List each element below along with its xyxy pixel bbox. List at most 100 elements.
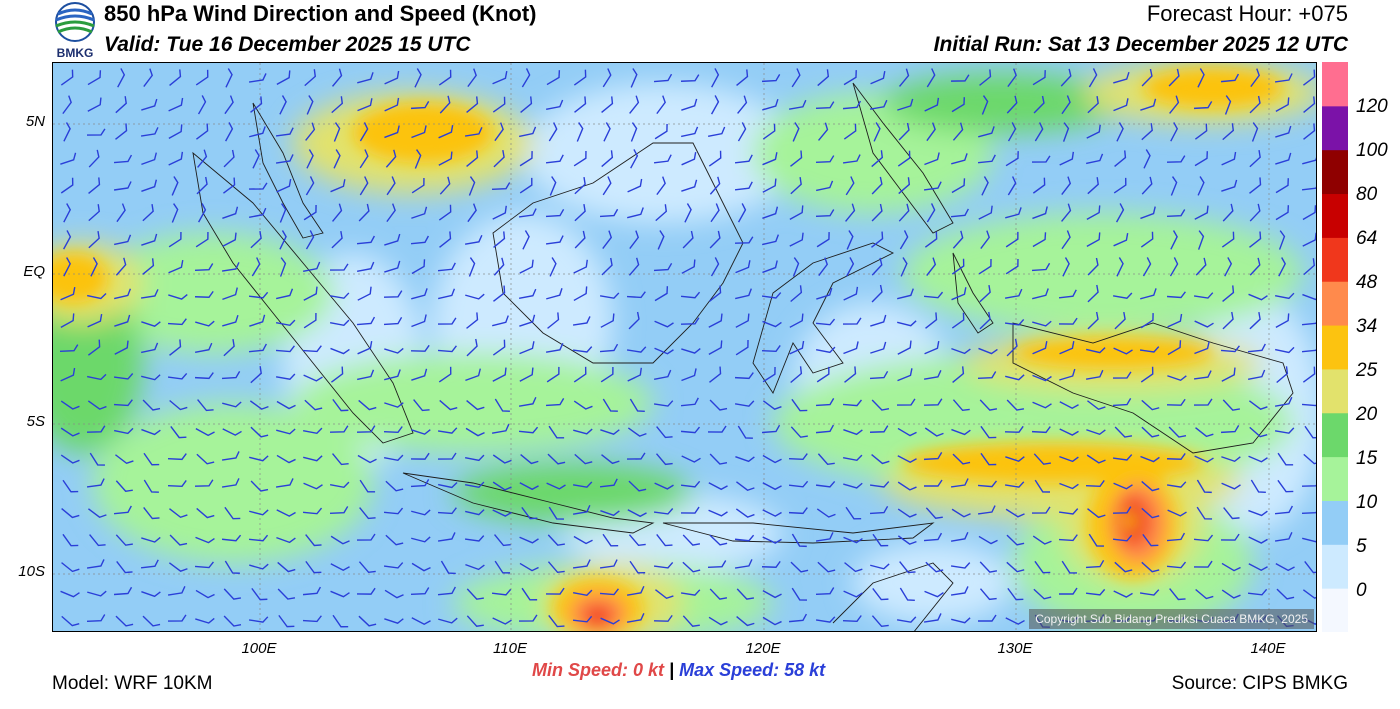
wind-barb — [1140, 366, 1154, 383]
wind-barb — [1275, 205, 1290, 221]
wind-barb — [115, 257, 127, 276]
wind-barb — [897, 320, 917, 327]
wind-barb — [141, 428, 161, 436]
wind-barb — [925, 561, 944, 573]
wind-barb — [977, 505, 996, 515]
wind-barb — [221, 451, 240, 461]
wind-barb — [1275, 125, 1292, 138]
wind-barb — [331, 230, 343, 249]
wind-barb — [87, 339, 101, 356]
wind-barb — [1221, 562, 1241, 572]
wind-barb — [276, 178, 292, 193]
wind-barb — [1032, 206, 1048, 220]
wind-barb — [925, 312, 938, 329]
wind-barb — [279, 257, 287, 277]
wind-barb — [1007, 587, 1024, 601]
bmkg-logo: BMKG — [55, 2, 95, 60]
wind-barb — [1301, 479, 1316, 487]
wind-barb — [1061, 95, 1071, 115]
wind-barb — [871, 257, 883, 276]
wind-barb — [599, 292, 620, 299]
wind-barb — [251, 587, 268, 601]
wind-barb — [522, 230, 530, 250]
wind-barb — [1249, 150, 1261, 168]
wind-barb — [194, 561, 214, 569]
wind-barb — [1167, 375, 1187, 382]
wind-barb — [707, 126, 726, 138]
wind-barb — [1194, 341, 1210, 355]
wind-barb — [951, 287, 967, 301]
wind-barb — [1274, 427, 1295, 434]
wind-barb — [1059, 587, 1078, 595]
wind-barb — [493, 285, 506, 302]
wind-barb — [548, 122, 558, 142]
wind-barb — [924, 341, 940, 355]
wind-barb — [305, 230, 315, 250]
wind-barb — [113, 373, 134, 380]
wind-barb — [279, 95, 287, 115]
wind-barb — [816, 366, 830, 383]
wind-barb — [737, 425, 753, 439]
wind-barb — [762, 178, 777, 193]
wind-barb — [709, 366, 722, 383]
wind-barb — [791, 587, 807, 601]
wind-barb — [357, 98, 373, 112]
wind-barb — [60, 177, 74, 194]
wind-barb — [816, 180, 834, 192]
wind-barb — [1114, 150, 1127, 167]
wind-barb — [438, 366, 452, 383]
colorbar-label-120: 120 — [1356, 96, 1388, 117]
wind-barb — [709, 453, 728, 465]
wind-barb — [519, 482, 539, 491]
wind-barb — [681, 259, 696, 274]
wind-barb — [628, 534, 646, 547]
wind-barb — [87, 97, 102, 112]
wind-barb — [437, 586, 456, 596]
wind-barb — [1166, 155, 1186, 163]
wind-barb — [897, 508, 917, 518]
wind-barb — [437, 262, 456, 272]
wind-barb — [1220, 73, 1240, 83]
wind-barb — [1113, 98, 1129, 112]
wind-barb — [710, 203, 720, 223]
wind-barb — [1141, 399, 1160, 411]
wind-barb — [654, 320, 674, 328]
wind-barb — [1194, 123, 1208, 140]
wind-barb — [1304, 425, 1316, 439]
wind-barb — [194, 342, 213, 353]
wind-barb — [846, 230, 854, 250]
wind-barb — [383, 562, 404, 569]
wind-barb — [709, 285, 722, 302]
wind-barb — [1166, 452, 1186, 460]
wind-barb — [736, 615, 755, 627]
wind-barb — [815, 101, 835, 109]
wind-barb — [305, 560, 322, 574]
wind-barb — [171, 203, 179, 223]
wind-barb — [1116, 122, 1124, 142]
wind-barb — [680, 480, 701, 488]
wind-barb — [465, 563, 485, 571]
wind-barb — [116, 561, 133, 574]
colorbar — [1322, 62, 1348, 632]
wind-barb — [684, 203, 692, 223]
colorbar-segment — [1322, 456, 1348, 501]
wind-barb — [546, 482, 566, 490]
wind-barb — [1085, 588, 1106, 596]
wind-barb — [275, 154, 294, 164]
wind-barb — [817, 561, 836, 573]
wind-barb — [897, 455, 917, 464]
wind-barb — [708, 482, 728, 491]
wind-barb — [386, 203, 396, 223]
forecast-hour: Forecast Hour: +075 — [1146, 1, 1348, 26]
wind-barb — [359, 149, 369, 169]
wind-barb — [1142, 257, 1152, 277]
wind-barb — [167, 372, 188, 380]
wind-barb — [1249, 203, 1261, 222]
colorbar-label-20: 20 — [1356, 404, 1378, 425]
wind-barb — [574, 453, 593, 465]
initial-run: Initial Run: Sat 13 December 2025 12 UTC — [933, 33, 1348, 56]
wind-barb — [438, 204, 452, 221]
wind-barb — [950, 586, 969, 596]
wind-barb — [1274, 396, 1293, 407]
wind-barb — [1222, 123, 1235, 141]
